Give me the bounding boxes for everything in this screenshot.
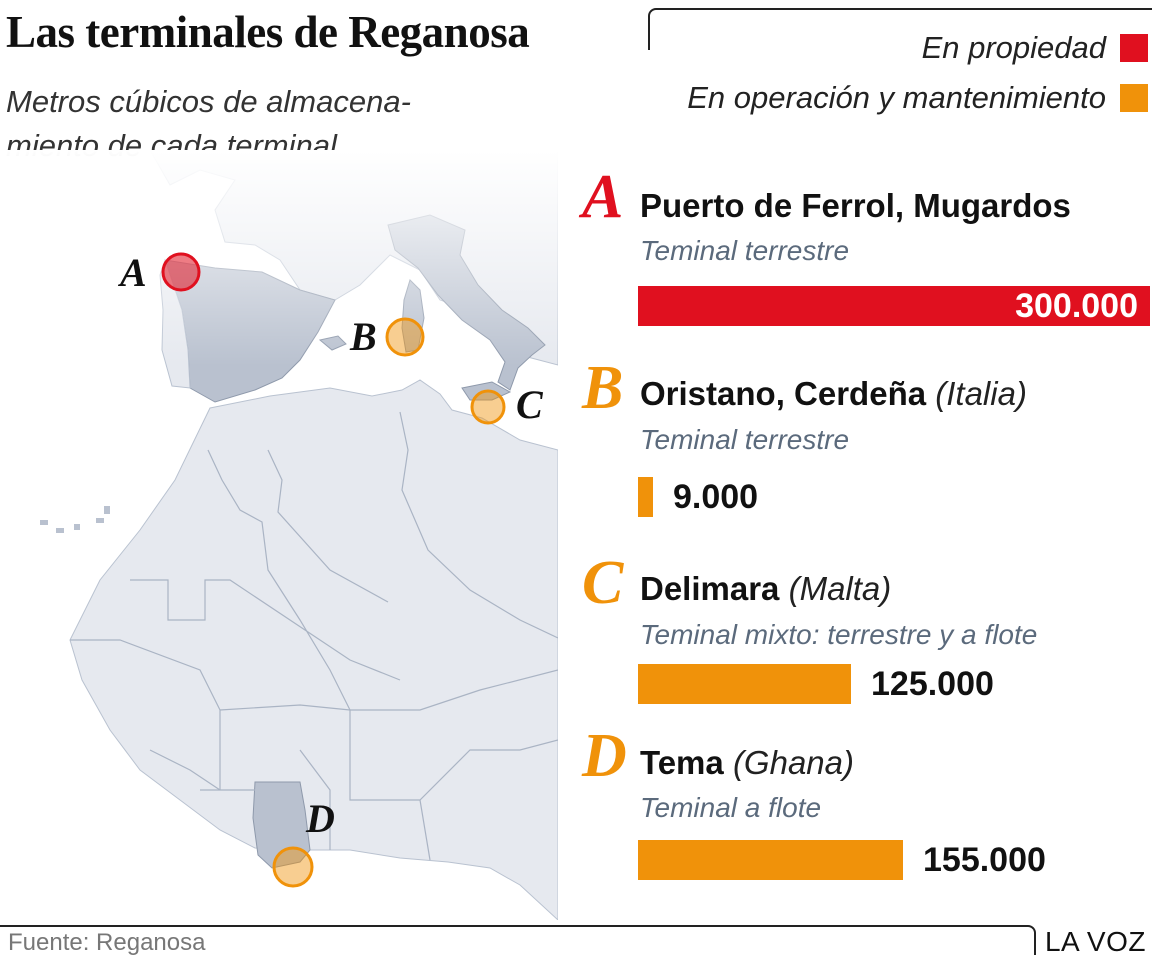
row-name-a: Puerto de Ferrol, Mugardos	[640, 186, 1071, 226]
legend-swatch-operated	[1120, 84, 1148, 112]
map-label-c: C	[516, 382, 544, 427]
map-label-b: B	[349, 314, 377, 359]
legend-label-operated: En operación y mantenimiento	[687, 80, 1106, 115]
legend-item-operated: En operación y mantenimiento	[687, 80, 1148, 116]
brand-logo: LA VOZ	[1044, 926, 1146, 957]
terminal-country-b: (Italia)	[935, 375, 1027, 412]
footer-line	[0, 925, 1036, 955]
row-name-c: Delimara (Malta)	[640, 569, 891, 609]
row-letter-a: A	[582, 163, 624, 231]
row-letter-d: D	[582, 722, 627, 790]
map-label-a: A	[117, 250, 147, 295]
terminal-name-d: Tema	[640, 744, 724, 781]
row-letter-b: B	[582, 354, 624, 422]
row-type-b: Teminal terrestre	[640, 424, 850, 455]
map-marker-b	[385, 317, 425, 357]
map-marker-c	[470, 389, 506, 425]
chart-subtitle: Metros cúbicos de almacena-miento de cad…	[6, 84, 411, 163]
terminal-country-d: (Ghana)	[732, 744, 854, 781]
terminal-country-c: (Malta)	[788, 570, 892, 607]
bar-c	[638, 664, 851, 704]
bar-value-d: 155.000	[923, 841, 1046, 879]
region-map: A B C D	[0, 150, 558, 920]
map-marker-d	[272, 846, 314, 888]
row-name-d: Tema (Ghana)	[640, 743, 854, 783]
legend-label-owned: En propiedad	[921, 30, 1106, 65]
map-label-d: D	[305, 796, 335, 841]
bar-a	[638, 286, 1150, 326]
row-type-c: Teminal mixto: terrestre y a flote	[640, 619, 1038, 650]
row-letter-c: C	[582, 549, 624, 617]
row-type-a: Teminal terrestre	[640, 235, 850, 266]
row-type-d: Teminal a flote	[640, 792, 822, 823]
terminal-name-c: Delimara	[640, 570, 780, 607]
chart-title: Las terminales de Reganosa	[6, 7, 530, 57]
row-name-b: Oristano, Cerdeña (Italia)	[640, 374, 1027, 414]
bar-d	[638, 840, 903, 880]
legend-bracket	[648, 8, 1152, 50]
bar-b	[638, 477, 653, 517]
legend-item-owned: En propiedad	[922, 30, 1148, 66]
bar-value-b: 9.000	[673, 478, 759, 516]
terminal-name-a: Puerto de Ferrol, Mugardos	[640, 187, 1071, 224]
source-credit: Fuente: Reganosa	[8, 929, 206, 956]
bar-value-a: 300.000	[1015, 287, 1138, 325]
terminal-name-b: Oristano, Cerdeña	[640, 375, 927, 412]
map-marker-a	[161, 252, 201, 292]
bar-value-c: 125.000	[871, 665, 994, 703]
legend-swatch-owned	[1120, 34, 1148, 62]
